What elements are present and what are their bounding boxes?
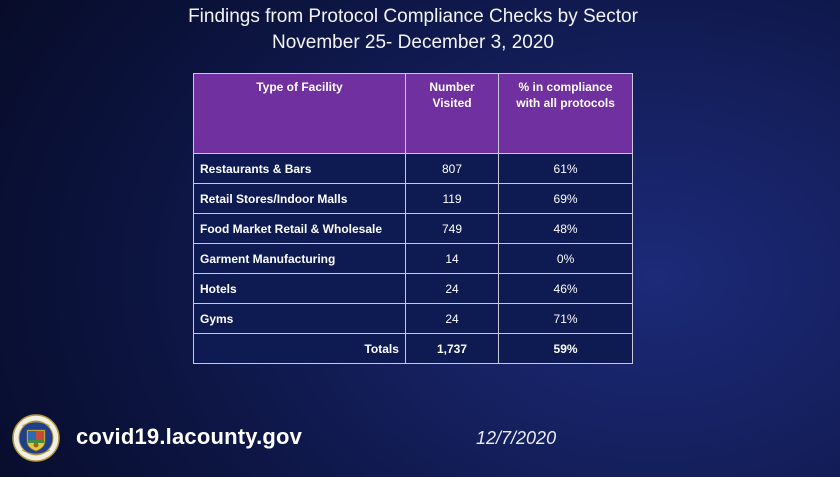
totals-row: Totals 1,737 59%: [193, 333, 633, 364]
facility-cell: Retail Stores/Indoor Malls: [193, 183, 406, 214]
compliance-cell: 46%: [498, 273, 633, 304]
header-compliance: % in compliance with all protocols: [498, 73, 633, 154]
table-row: Garment Manufacturing 14 0%: [193, 243, 633, 274]
totals-compliance: 59%: [498, 333, 633, 364]
compliance-cell: 69%: [498, 183, 633, 214]
table-row: Gyms 24 71%: [193, 303, 633, 334]
totals-visited: 1,737: [404, 333, 500, 364]
compliance-cell: 61%: [498, 153, 633, 184]
table-row: Retail Stores/Indoor Malls 119 69%: [193, 183, 633, 214]
facility-cell: Gyms: [193, 303, 406, 334]
facility-cell: Restaurants & Bars: [193, 153, 406, 184]
visited-cell: 807: [404, 153, 500, 184]
header-type-of-facility: Type of Facility: [193, 73, 406, 154]
facility-cell: Food Market Retail & Wholesale: [193, 213, 406, 244]
title-line-2: November 25- December 3, 2020: [272, 32, 554, 53]
totals-label: Totals: [193, 333, 406, 364]
visited-cell: 749: [404, 213, 500, 244]
compliance-cell: 71%: [498, 303, 633, 334]
table-header-row: Type of Facility Number Visited % in com…: [193, 73, 633, 154]
table-row: Hotels 24 46%: [193, 273, 633, 304]
table-row: Food Market Retail & Wholesale 749 48%: [193, 213, 633, 244]
visited-cell: 14: [404, 243, 500, 274]
facility-cell: Hotels: [193, 273, 406, 304]
visited-cell: 24: [404, 303, 500, 334]
compliance-table: Type of Facility Number Visited % in com…: [193, 73, 633, 364]
header-number-visited: Number Visited: [404, 73, 500, 154]
visited-cell: 24: [404, 273, 500, 304]
county-seal-icon: [12, 414, 60, 462]
slide-title: Findings from Protocol Compliance Checks…: [0, 4, 826, 56]
header-compliance-label: % in compliance with all protocols: [516, 80, 615, 110]
facility-cell: Garment Manufacturing: [193, 243, 406, 274]
compliance-cell: 0%: [498, 243, 633, 274]
visited-cell: 119: [404, 183, 500, 214]
title-line-1: Findings from Protocol Compliance Checks…: [188, 6, 638, 27]
website-url: covid19.lacounty.gov: [76, 424, 303, 449]
header-number-visited-label: Number Visited: [429, 80, 475, 110]
table-row: Restaurants & Bars 807 61%: [193, 153, 633, 184]
slide-date: 12/7/2020: [476, 428, 557, 448]
compliance-cell: 48%: [498, 213, 633, 244]
